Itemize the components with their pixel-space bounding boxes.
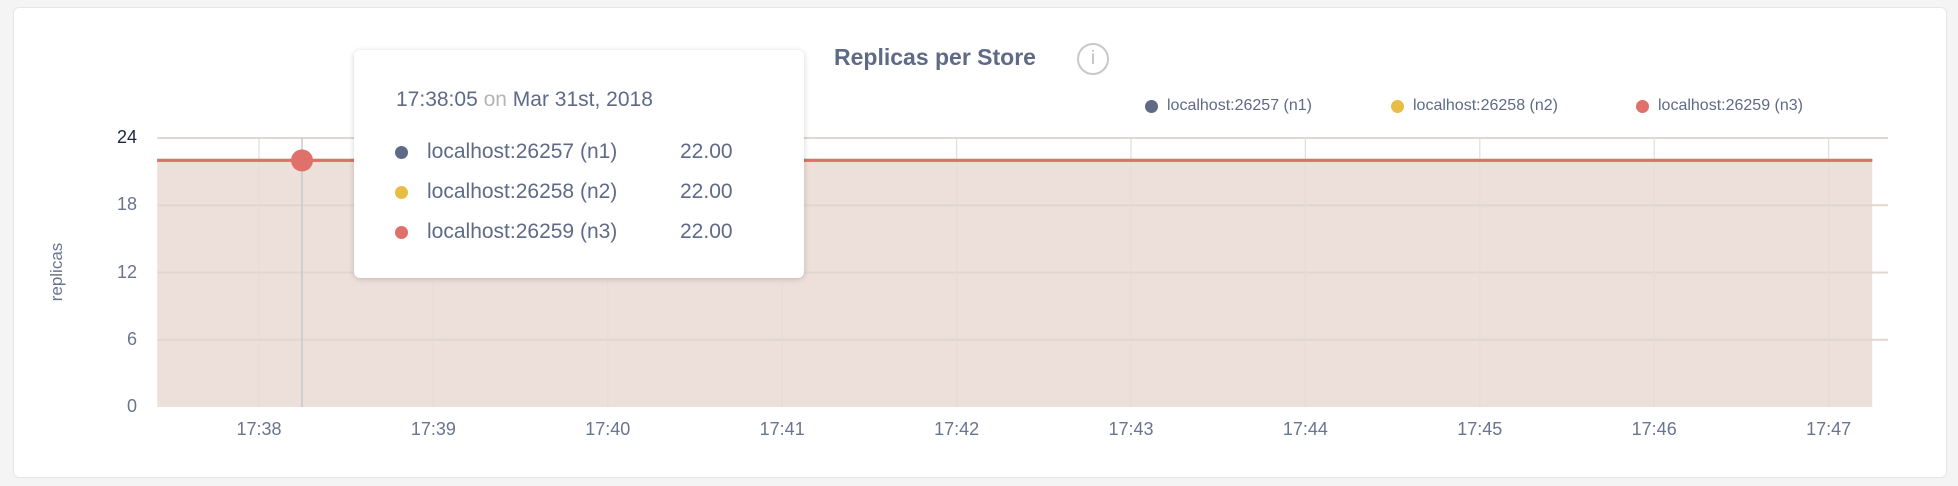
series-dot-icon [395, 145, 408, 159]
legend-item-n1[interactable]: localhost:26257 (n1) [1145, 97, 1312, 115]
tooltip-series-value: 22.00 [680, 140, 733, 163]
y-tick-label: 12 [116, 262, 137, 282]
x-tick-label: 17:46 [1631, 419, 1677, 439]
tooltip-on: on [483, 88, 507, 111]
legend-label: localhost:26257 (n1) [1167, 97, 1312, 114]
tooltip-series-name: localhost:26257 (n1) [427, 140, 618, 163]
y-tick-label: 0 [126, 396, 137, 416]
tooltip-row: localhost:26257 (n1) 22.00 [395, 132, 804, 172]
x-tick-label: 17:39 [410, 419, 456, 439]
x-tick-label: 17:44 [1282, 419, 1328, 439]
y-axis-title: replicas [47, 242, 66, 302]
chart-title: Replicas per Store [834, 44, 1036, 70]
legend-item-n2[interactable]: localhost:26258 (n2) [1391, 97, 1558, 115]
tooltip-date: Mar 31st, 2018 [512, 88, 653, 111]
x-tick-label: 17:40 [585, 419, 631, 439]
y-tick-label: 24 [116, 127, 137, 147]
series-dot-icon [395, 185, 408, 199]
y-tick-label: 18 [116, 194, 137, 214]
legend-label: localhost:26259 (n3) [1658, 97, 1803, 114]
tooltip-series-name: localhost:26259 (n3) [427, 220, 618, 243]
tooltip-series-value: 22.00 [680, 220, 733, 243]
tooltip-series-name: localhost:26258 (n2) [427, 180, 618, 203]
x-tick-label: 17:45 [1457, 419, 1503, 439]
x-tick-label: 17:43 [1108, 419, 1154, 439]
x-tick-label: 17:38 [236, 419, 282, 439]
legend-dot-icon [1145, 99, 1158, 113]
tooltip-header: 17:38:05 on Mar 31st, 2018 [396, 88, 804, 132]
tooltip-row: localhost:26259 (n3) 22.00 [395, 212, 804, 252]
tooltip-row: localhost:26258 (n2) 22.00 [395, 172, 804, 212]
hover-tooltip: 17:38:05 on Mar 31st, 2018 localhost:262… [354, 50, 804, 278]
x-tick-label: 17:42 [934, 419, 980, 439]
legend-item-n3[interactable]: localhost:26259 (n3) [1636, 97, 1803, 115]
series-dot-icon [395, 225, 408, 239]
tooltip-series-value: 22.00 [680, 180, 733, 203]
legend-dot-icon [1636, 99, 1649, 113]
x-tick-label: 17:47 [1806, 419, 1852, 439]
hover-point [291, 149, 313, 172]
info-icon[interactable]: i [1077, 43, 1109, 75]
legend-dot-icon [1391, 99, 1404, 113]
tooltip-time: 17:38:05 [396, 88, 478, 111]
x-tick-label: 17:41 [759, 419, 805, 439]
legend-label: localhost:26258 (n2) [1413, 97, 1558, 114]
y-tick-label: 6 [126, 329, 137, 349]
